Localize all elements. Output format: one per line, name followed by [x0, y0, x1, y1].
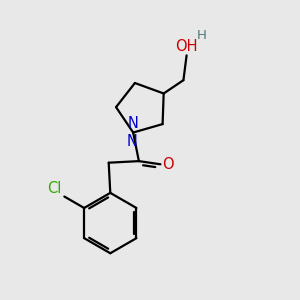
- Text: N: N: [127, 134, 137, 149]
- Text: OH: OH: [175, 39, 197, 54]
- Text: Cl: Cl: [47, 181, 62, 196]
- Text: N: N: [128, 116, 139, 130]
- Text: O: O: [162, 157, 174, 172]
- Text: H: H: [197, 29, 207, 42]
